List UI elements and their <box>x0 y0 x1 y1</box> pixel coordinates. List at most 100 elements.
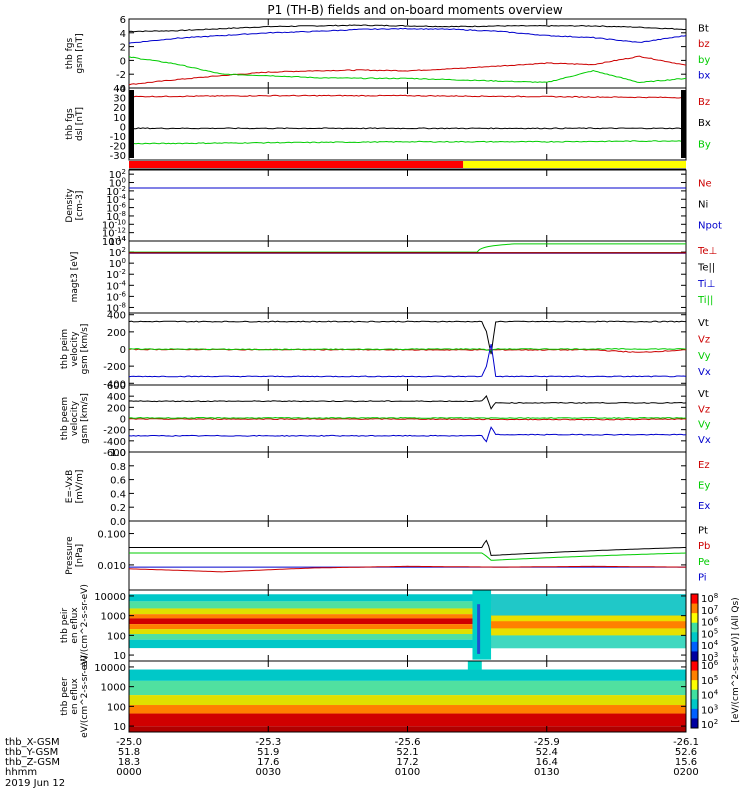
y-tick-label: 200 <box>107 403 126 414</box>
legend-entry-Vx: Vx <box>698 435 711 446</box>
y-tick-label: 1.0 <box>110 448 126 459</box>
legend-entry-Npot: Npot <box>698 220 722 231</box>
y-tick-label: -4 <box>116 84 126 95</box>
y-axis-label: magt3 [eV] <box>70 252 80 303</box>
footer-value-y: 51.8 <box>118 747 140 758</box>
panel-9: 10000 1000 100 10 thb peir en eflux eV/(cm^2-s… <box>60 584 687 667</box>
y-tick-label: 6 <box>120 15 126 26</box>
series-line-bz <box>128 55 687 86</box>
legend-entry-Vz: Vz <box>698 404 710 415</box>
spectrogram-band <box>129 713 686 727</box>
legend-entry-Pi: Pi <box>698 573 707 584</box>
footer-value-z: 15.6 <box>675 757 697 768</box>
footer-value-t: 0200 <box>673 767 698 778</box>
spectrogram-band <box>491 621 686 629</box>
legend-entry-Pe: Pe <box>698 557 710 568</box>
legend-entry-Ey: Ey <box>698 481 710 492</box>
y-tick-label: 0.4 <box>110 489 126 500</box>
y-axis-label-line: gsm [nT] <box>75 33 85 73</box>
y-tick-label: 102 <box>109 246 126 259</box>
y-tick-label: 102 <box>109 168 126 181</box>
y-tick-label: 0.0 <box>110 517 126 528</box>
y-tick-label: 10-8 <box>106 210 126 223</box>
y-tick-label: 600 <box>107 381 126 392</box>
footer-value-x: -25.0 <box>116 737 142 748</box>
footer-value-y: 52.6 <box>675 747 697 758</box>
y-axis-label-line: en eflux <box>70 607 80 644</box>
y-axis-label-line: thb peim <box>60 329 70 369</box>
legend-entry-Te⊥: Te⊥ <box>697 246 717 257</box>
y-tick-label: 100 <box>109 177 126 190</box>
y-tick-label: 10 <box>113 113 126 124</box>
y-axis-label: thb peem velocity gsm [km/s] <box>60 393 90 444</box>
y-tick-label: 10-10 <box>102 218 126 231</box>
panel-8: 0.100 0.010 Pressure [nPa] Pt Pb Pe Pi <box>65 520 710 591</box>
spectrogram-band <box>129 618 686 625</box>
colorbar-swatch <box>691 699 698 710</box>
spectrogram-band <box>129 639 686 649</box>
spectrogram-band <box>129 601 686 609</box>
y-tick-label: -2 <box>116 70 126 81</box>
colorbar-swatch <box>691 718 698 729</box>
legend-entry-Bt: Bt <box>698 24 709 35</box>
y-tick-label: 10-4 <box>106 279 126 292</box>
y-tick-label: 200 <box>107 328 126 339</box>
spectrogram-band <box>129 634 686 640</box>
y-axis-label-line: [cm-3] <box>75 191 85 221</box>
legend-entry-bx: bx <box>698 71 710 82</box>
spectrogram-band <box>129 594 686 602</box>
y-tick-label: 1000 <box>101 683 126 694</box>
footer-value-t: 0000 <box>116 767 141 778</box>
mode-bar-fast <box>463 161 686 168</box>
y-tick-label: 0.100 <box>97 530 126 541</box>
colorbar-swatch <box>691 641 698 652</box>
legend-entry-Ti⊥: Ti⊥ <box>697 279 715 290</box>
y-axis-label: E=-VxB [mV/m] <box>65 470 85 504</box>
y-tick-label: -30 <box>110 151 126 162</box>
legend-entry-Ni: Ni <box>698 200 708 211</box>
legend-entry-Ti||: Ti|| <box>697 295 713 306</box>
legend-entry-By: By <box>698 139 711 150</box>
series-line-Vt <box>128 320 687 355</box>
y-tick-label: 10-8 <box>106 301 126 314</box>
series-line-Vy <box>128 348 687 352</box>
colorbar-label: 106 <box>701 659 719 672</box>
colorbar-swatch <box>691 661 698 672</box>
y-axis-label-line: thb peer <box>60 677 70 716</box>
y-tick-label: 10-4 <box>106 193 126 206</box>
y-tick-label: 10 <box>113 722 126 733</box>
y-axis-label-line: en eflux <box>70 678 80 715</box>
series-line-Bx <box>128 127 687 130</box>
y-axis-label-line: thb fgs <box>65 38 75 70</box>
y-tick-label: -600 <box>103 448 126 459</box>
y-tick-label: 30 <box>113 94 126 105</box>
footer-value-y: 52.4 <box>536 747 558 758</box>
y-tick-label: 10-2 <box>106 268 126 281</box>
y-tick-label: 10 <box>113 651 126 662</box>
legend-entry-Ne: Ne <box>698 179 712 190</box>
y-axis-label: thb peim velocity gsm [km/s] <box>60 324 90 375</box>
colorbar-title: [eV/(cm^2-s-sr-eV)] (All Qs) <box>731 597 741 722</box>
colorbar-swatch <box>691 622 698 633</box>
colorbar-frame <box>690 660 699 729</box>
panel-1: 6 4 2 0 -2 -4 thb fgs gsm [nT] Bt bz by bx <box>65 15 710 95</box>
spectrogram-band <box>491 594 686 616</box>
spectrogram-band <box>129 669 686 681</box>
spectrogram-spike <box>477 604 481 654</box>
footer-row-label: 2019 Jun 12 <box>5 778 65 789</box>
panel-7: 1.0 0.8 0.6 0.4 0.2 0.0 E=-VxB [mV/m] Ez Ey Ex <box>65 448 710 528</box>
colorbar-label: 105 <box>701 674 718 687</box>
spectrogram-band <box>491 635 686 649</box>
legend-entry-Vy: Vy <box>698 420 711 431</box>
y-axis-label: thb peir en eflux eV/(cm^2-s-sr-eV) <box>60 584 90 667</box>
y-tick-label: -200 <box>103 426 126 437</box>
y-axis-label-line: dsl [nT] <box>75 107 85 141</box>
y-tick-label: 400 <box>107 311 126 322</box>
footer-value-z: 18.3 <box>118 757 140 768</box>
y-axis-label-line: magt3 [eV] <box>70 252 80 303</box>
y-axis-label-line: velocity <box>70 331 80 367</box>
y-axis-label-line: velocity <box>70 400 80 436</box>
